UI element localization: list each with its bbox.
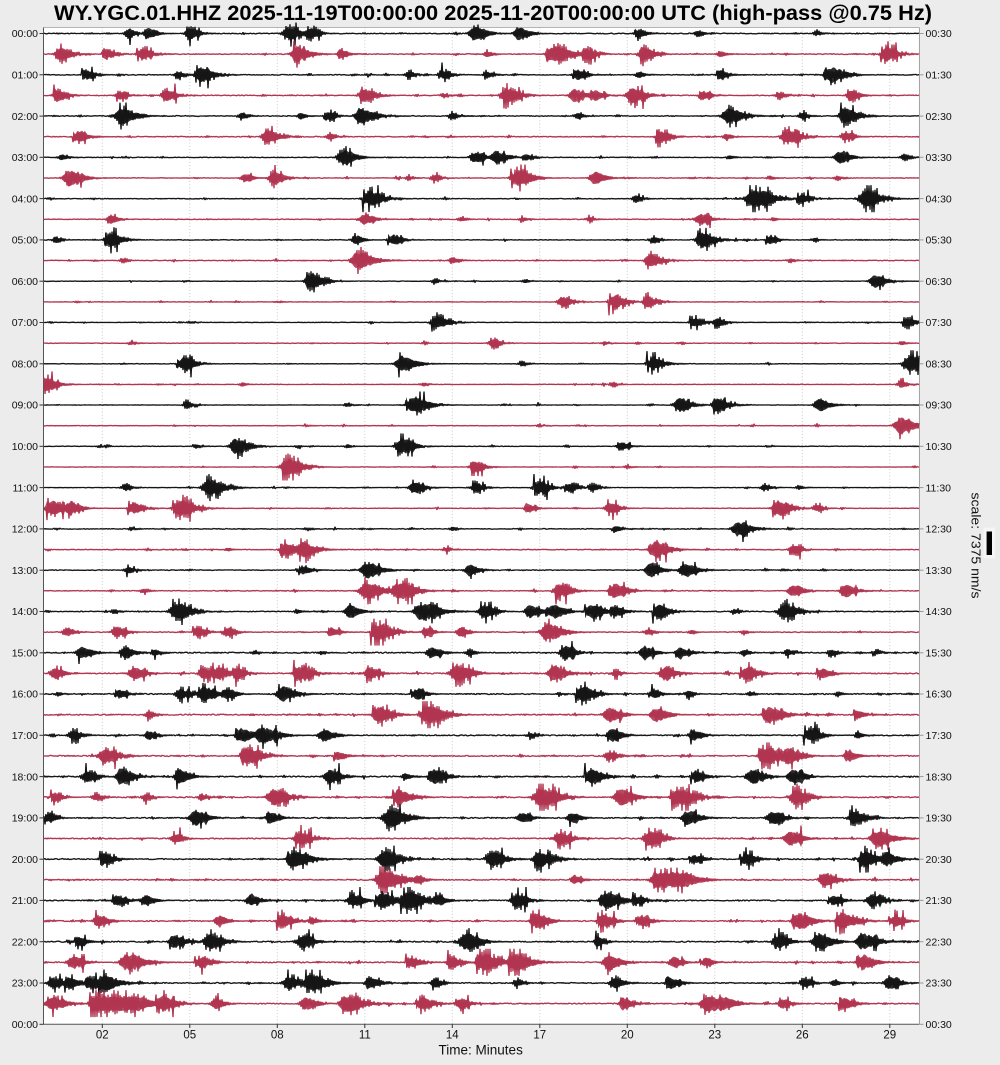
svg-text:26: 26 [796,1030,809,1042]
svg-text:09:00: 09:00 [12,400,38,412]
svg-text:23: 23 [708,1030,721,1042]
svg-text:03:30: 03:30 [926,152,952,164]
svg-text:02: 02 [96,1030,109,1042]
svg-text:01:30: 01:30 [926,70,952,82]
svg-text:16:30: 16:30 [926,689,952,701]
svg-text:23:00: 23:00 [12,978,38,990]
svg-text:05:30: 05:30 [926,235,952,247]
svg-text:00:30: 00:30 [926,1019,952,1031]
svg-text:13:30: 13:30 [926,565,952,577]
svg-text:00:00: 00:00 [12,28,38,40]
svg-text:20:00: 20:00 [12,854,38,866]
svg-text:08:30: 08:30 [926,359,952,371]
svg-text:14:30: 14:30 [926,606,952,618]
svg-text:07:00: 07:00 [12,317,38,329]
svg-text:00:30: 00:30 [926,28,952,40]
svg-text:05:00: 05:00 [12,235,38,247]
svg-text:22:00: 22:00 [12,936,38,948]
svg-text:11: 11 [359,1030,371,1042]
svg-text:11:00: 11:00 [13,482,39,494]
svg-text:21:00: 21:00 [12,895,38,907]
svg-text:09:30: 09:30 [926,400,952,412]
svg-text:19:00: 19:00 [12,813,38,825]
svg-text:17: 17 [533,1030,546,1042]
svg-text:13:00: 13:00 [12,565,38,577]
svg-text:18:30: 18:30 [926,771,952,783]
svg-text:02:30: 02:30 [926,111,952,123]
svg-text:18:00: 18:00 [12,771,38,783]
svg-text:21:30: 21:30 [926,895,952,907]
svg-text:01:00: 01:00 [12,70,38,82]
svg-text:04:00: 04:00 [12,193,38,205]
svg-text:17:00: 17:00 [12,730,38,742]
svg-text:10:30: 10:30 [926,441,952,453]
svg-text:scale: 7375 nm/s: scale: 7375 nm/s [969,493,984,600]
svg-text:06:30: 06:30 [926,276,952,288]
svg-text:02:00: 02:00 [12,111,38,123]
svg-text:10:00: 10:00 [12,441,38,453]
svg-text:29: 29 [883,1030,896,1042]
svg-text:11:30: 11:30 [926,482,952,494]
svg-text:17:30: 17:30 [926,730,952,742]
svg-text:00:00: 00:00 [12,1019,38,1031]
svg-text:22:30: 22:30 [926,936,952,948]
svg-text:05: 05 [183,1030,196,1042]
svg-text:14: 14 [446,1030,459,1042]
svg-text:07:30: 07:30 [926,317,952,329]
svg-text:08: 08 [271,1030,284,1042]
svg-text:Time: Minutes: Time: Minutes [439,1043,524,1058]
svg-text:06:00: 06:00 [12,276,38,288]
svg-text:15:30: 15:30 [926,648,952,660]
svg-text:23:30: 23:30 [926,978,952,990]
svg-text:04:30: 04:30 [926,193,952,205]
svg-text:WY.YGC.01.HHZ 2025-11-19T00:00: WY.YGC.01.HHZ 2025-11-19T00:00:00 2025-1… [54,2,932,25]
svg-text:19:30: 19:30 [926,813,952,825]
svg-text:12:00: 12:00 [12,524,38,536]
svg-text:08:00: 08:00 [12,359,38,371]
svg-text:12:30: 12:30 [926,524,952,536]
svg-text:20:30: 20:30 [926,854,952,866]
svg-text:15:00: 15:00 [12,648,38,660]
svg-text:20: 20 [621,1030,634,1042]
svg-text:14:00: 14:00 [12,606,38,618]
svg-text:16:00: 16:00 [12,689,38,701]
svg-text:03:00: 03:00 [12,152,38,164]
